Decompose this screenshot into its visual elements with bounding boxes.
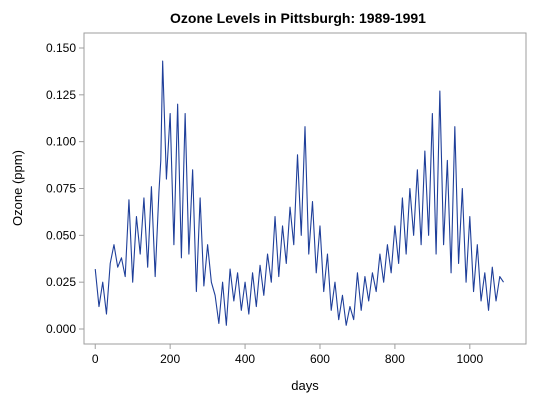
y-axis-ticks: 0.000 0.025 0.050 0.075 0.100 0.125 0.150: [46, 41, 84, 336]
y-tick-label: 0.125: [46, 88, 76, 102]
x-tick-label: 0: [92, 352, 99, 366]
x-tick-label: 600: [310, 352, 330, 366]
y-tick-label: 0.150: [46, 41, 76, 55]
x-tick-label: 400: [235, 352, 255, 366]
ozone-series-line: [94, 60, 504, 326]
x-tick-label: 1000: [456, 352, 483, 366]
y-tick-label: 0.025: [46, 275, 76, 289]
x-axis-label: days: [291, 378, 319, 393]
x-tick-label: 200: [160, 352, 180, 366]
chart-title: Ozone Levels in Pittsburgh: 1989-1991: [170, 10, 426, 26]
x-axis-ticks: 0 200 400 600 800 1000: [92, 344, 483, 366]
y-tick-label: 0.050: [46, 228, 76, 242]
x-tick-label: 800: [385, 352, 405, 366]
y-tick-label: 0.100: [46, 135, 76, 149]
y-tick-label: 0.000: [46, 322, 76, 336]
y-axis-label: Ozone (ppm): [10, 150, 25, 226]
y-tick-label: 0.075: [46, 182, 76, 196]
